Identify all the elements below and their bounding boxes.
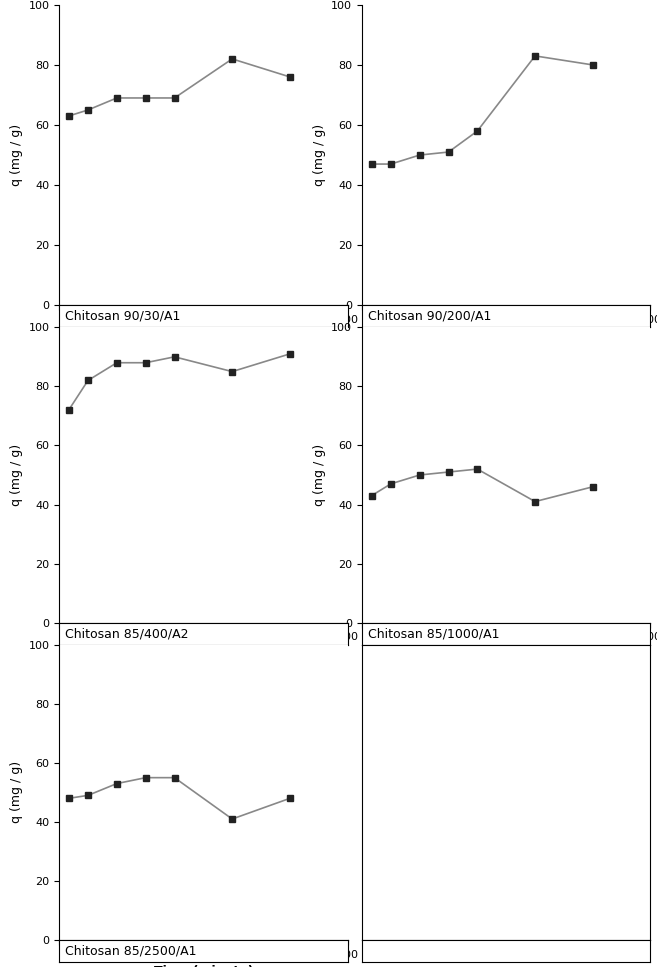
X-axis label: Time (minute): Time (minute) <box>457 648 556 661</box>
Y-axis label: q (mg / g): q (mg / g) <box>10 124 23 186</box>
X-axis label: Time (minute): Time (minute) <box>154 331 253 343</box>
Text: Chitosan 90/200/A1: Chitosan 90/200/A1 <box>368 309 491 323</box>
Text: Chitosan 85/2500/A1: Chitosan 85/2500/A1 <box>65 945 196 957</box>
Y-axis label: q (mg / g): q (mg / g) <box>10 761 23 824</box>
Y-axis label: q (mg / g): q (mg / g) <box>10 444 23 506</box>
Text: Chitosan 85/1000/A1: Chitosan 85/1000/A1 <box>368 628 499 640</box>
Y-axis label: q (mg / g): q (mg / g) <box>313 444 326 506</box>
Text: Chitosan 85/400/A2: Chitosan 85/400/A2 <box>65 628 189 640</box>
X-axis label: Time (minute): Time (minute) <box>154 965 253 967</box>
Text: Chitosan 90/30/A1: Chitosan 90/30/A1 <box>65 309 180 323</box>
X-axis label: Time (minute): Time (minute) <box>457 331 556 343</box>
X-axis label: Time (minute): Time (minute) <box>154 648 253 661</box>
Y-axis label: q (mg / g): q (mg / g) <box>313 124 326 186</box>
